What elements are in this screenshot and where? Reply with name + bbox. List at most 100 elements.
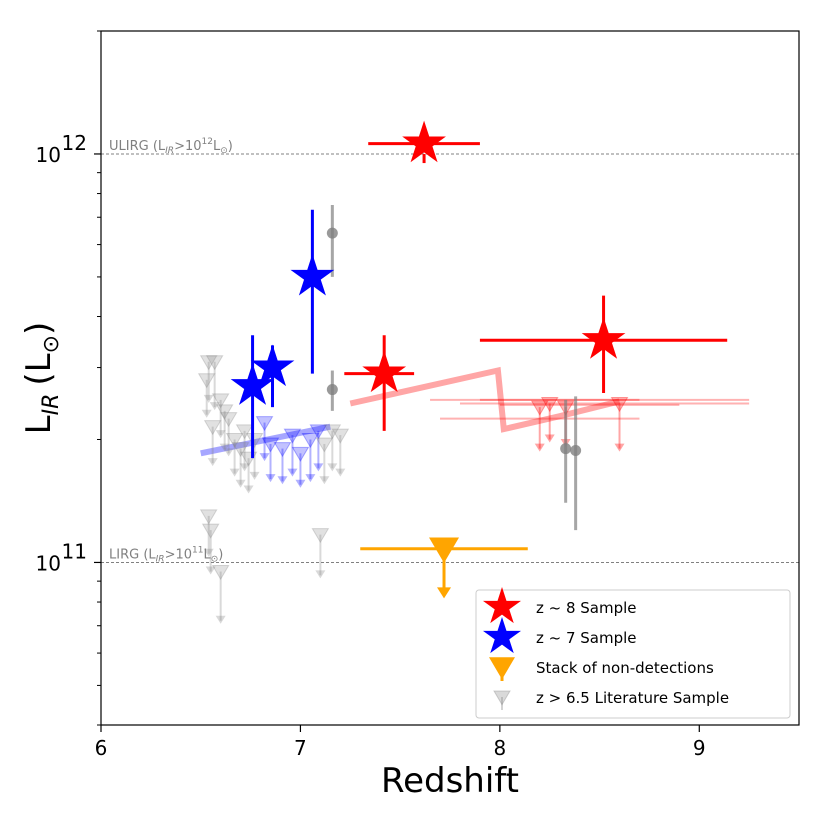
literature-upper-limit-marker bbox=[203, 420, 222, 436]
z8-star-point bbox=[362, 350, 407, 393]
literature-upper-limit-marker bbox=[283, 428, 302, 444]
literature-limit-arrow bbox=[209, 402, 220, 411]
literature-limit-arrow bbox=[205, 566, 216, 575]
literature-upper-limit-marker bbox=[301, 432, 320, 449]
ulirg-label-mid: >10 bbox=[174, 139, 201, 154]
literature-upper-limit-marker bbox=[530, 400, 549, 416]
literature-limit-arrow bbox=[201, 409, 212, 418]
literature-upper-limit-marker bbox=[261, 437, 280, 453]
z7-star-point bbox=[290, 253, 335, 296]
x-tick-label: 8 bbox=[493, 736, 506, 760]
y-tick-exponent: 12 bbox=[62, 131, 87, 155]
legend-label: z > 6.5 Literature Sample bbox=[536, 689, 729, 707]
lirg-label-mid: >10 bbox=[165, 547, 192, 562]
legend-label: Stack of non-detections bbox=[536, 659, 714, 677]
model-curves bbox=[200, 366, 621, 457]
literature-limit-arrow bbox=[277, 476, 288, 485]
literature-limit-arrow bbox=[249, 471, 260, 480]
y-axis-title-unit: (L bbox=[19, 353, 59, 385]
x-axis-title: Redshift bbox=[381, 761, 519, 801]
z8-star-point bbox=[402, 120, 446, 163]
x-tick-label: 9 bbox=[693, 736, 706, 760]
literature-upper-limit-marker bbox=[315, 437, 334, 453]
lirg-label-tail: L bbox=[203, 547, 211, 562]
legend-z7-marker bbox=[482, 617, 522, 654]
stack-limit-arrow bbox=[437, 587, 452, 599]
literature-upper-limit-marker bbox=[211, 565, 230, 581]
y-axis-title-sub: IR bbox=[39, 394, 64, 416]
literature-limit-arrow bbox=[235, 479, 246, 488]
plot-frame bbox=[100, 30, 800, 726]
literature-upper-limit-marker bbox=[199, 355, 218, 371]
lirg-label-tail-sub: ⊙ bbox=[211, 554, 219, 564]
lirg-label-sub: IR bbox=[156, 554, 165, 564]
literature-upper-limit-marker bbox=[201, 523, 220, 539]
legend-stack-marker bbox=[489, 657, 515, 680]
literature-limit-arrow bbox=[319, 476, 330, 485]
ulirg-label: ULIRG (LIR>1012L⊙) bbox=[109, 137, 233, 156]
literature-detection-point bbox=[326, 227, 338, 239]
lirg-label: LIRG (LIR>1011L⊙) bbox=[109, 545, 223, 564]
z8-series bbox=[344, 120, 728, 431]
y-axis-title-main: L bbox=[19, 415, 59, 434]
literature-upper-limit-marker bbox=[197, 373, 216, 389]
legend-box bbox=[475, 589, 791, 719]
legend-literature-marker bbox=[493, 690, 511, 706]
literature-limit-arrow bbox=[534, 443, 545, 452]
literature-limit-arrow bbox=[287, 468, 298, 477]
literature-limit-arrow bbox=[203, 394, 214, 403]
literature-upper-limit-marker bbox=[211, 393, 230, 409]
literature-upper-limit-marker bbox=[323, 424, 342, 440]
z8-star-point bbox=[581, 317, 626, 359]
literature-upper-limit-marker bbox=[273, 442, 292, 458]
x-tick-label: 7 bbox=[294, 736, 307, 760]
literature-upper-limit-marker bbox=[331, 428, 350, 444]
literature-upper-limit-marker bbox=[219, 412, 238, 428]
ulirg-label-sup: 12 bbox=[202, 137, 213, 147]
literature-limit-arrow bbox=[315, 570, 326, 579]
z7-star-point bbox=[230, 363, 275, 405]
legend: z ~ 8 Sample z ~ 7 Sample Stack of non-det… bbox=[475, 587, 791, 719]
literature-limit-arrow bbox=[215, 615, 226, 624]
literature-upper-limit-marker bbox=[610, 396, 629, 413]
legend-label: z ~ 8 Sample bbox=[536, 599, 637, 617]
literature-upper-limit-marker bbox=[291, 446, 310, 462]
literature-limit-arrow bbox=[207, 458, 218, 467]
literature-limit-arrow bbox=[265, 474, 276, 483]
z8-track-curve bbox=[349, 366, 621, 433]
literature-limit-arrow bbox=[219, 443, 230, 452]
lirg-label-sup: 11 bbox=[192, 545, 203, 555]
literature-upper-limit-marker bbox=[199, 509, 218, 525]
literature-upper-limit-marker bbox=[205, 355, 224, 371]
literature-upper-limit-marker bbox=[245, 432, 264, 449]
literature-upper-limit-marker bbox=[255, 416, 274, 432]
y-axis-title: LIR (L⊙) bbox=[19, 322, 64, 435]
ulirg-label-tail-sub: ⊙ bbox=[220, 146, 228, 156]
literature-upper-limit-marker bbox=[309, 424, 328, 440]
literature-upper-limit-marker bbox=[540, 396, 559, 413]
literature-limit-arrow bbox=[229, 468, 240, 477]
literature-limit-arrow bbox=[313, 463, 324, 472]
y-tick-label: 10 bbox=[36, 143, 61, 167]
literature-limit-arrow bbox=[215, 430, 226, 439]
literature-upper-limit-marker bbox=[225, 432, 244, 449]
ulirg-label-sub: IR bbox=[165, 146, 174, 156]
z7-series bbox=[230, 209, 335, 459]
literature-limit-arrow bbox=[259, 453, 270, 462]
ulirg-label-text: ULIRG (L bbox=[109, 139, 166, 154]
literature-upper-limit-marker bbox=[311, 528, 330, 544]
stack-point bbox=[429, 537, 460, 564]
x-tick-label: 6 bbox=[95, 736, 108, 760]
x-axis: 6 7 8 9 bbox=[95, 725, 706, 760]
literature-limit-arrow bbox=[327, 463, 338, 472]
literature-limit-arrow bbox=[544, 434, 555, 443]
lirg-label-text: LIRG (L bbox=[109, 547, 156, 562]
literature-upper-limit-marker bbox=[235, 424, 254, 440]
y-axis-title-unit-symbol: ⊙ bbox=[39, 335, 64, 353]
y-tick-label: 10 bbox=[36, 551, 61, 575]
literature-limit-arrow bbox=[239, 463, 250, 472]
literature-limit-arrow bbox=[305, 474, 316, 483]
literature-limit-arrow bbox=[614, 443, 625, 452]
